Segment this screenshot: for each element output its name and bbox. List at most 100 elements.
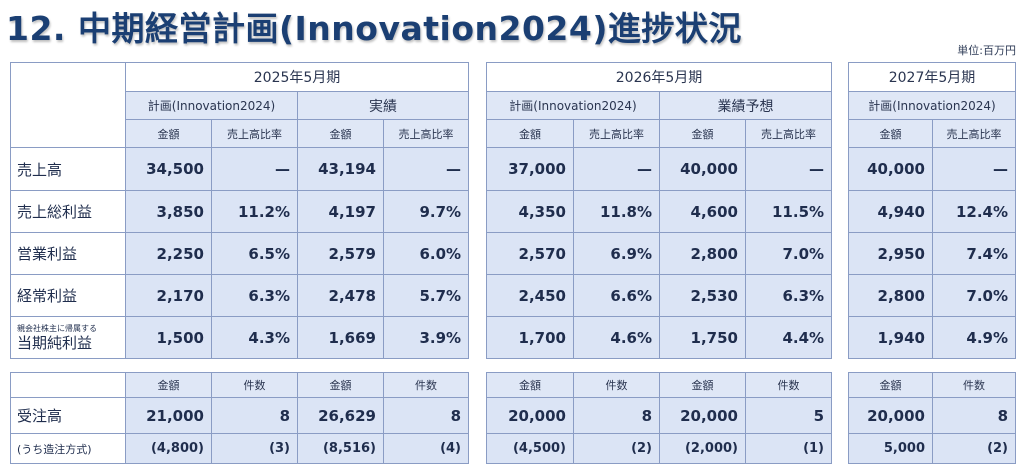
value-cell: 20,000: [848, 397, 933, 434]
corner-cell: [10, 62, 126, 148]
table-row: 2,800 7.0%: [848, 274, 1017, 317]
unit-label: 単位:百万円: [957, 44, 1016, 57]
value-cell: 1,669: [297, 316, 384, 359]
table-row: 2,570 6.9% 2,800 7.0%: [486, 232, 833, 275]
column-header: 金額: [659, 372, 746, 398]
value-cell: 2,450: [486, 274, 574, 317]
column-header: 売上高比率: [573, 119, 660, 148]
value-cell: 2,800: [659, 232, 746, 275]
value-cell: 12.4%: [931, 190, 1017, 233]
row-label: 受注高: [10, 397, 126, 434]
column-header: 件数: [573, 372, 660, 398]
value-cell: 8: [932, 397, 1016, 434]
value-cell: —: [382, 147, 470, 191]
row-label: 営業利益: [10, 232, 126, 275]
corner-cell: [10, 372, 126, 398]
value-cell: 8: [573, 397, 660, 434]
value-cell: 2,530: [659, 274, 746, 317]
row-label: 売上高: [10, 147, 126, 191]
value-cell: 34,500: [125, 147, 212, 191]
table-row: 1,700 4.6% 1,750 4.4%: [486, 316, 833, 359]
row-label: 売上総利益: [10, 190, 126, 233]
value-cell: (8,516): [297, 433, 384, 464]
table-row: 20,000 8: [848, 397, 1016, 434]
table-row: 2,450 6.6% 2,530 6.3%: [486, 274, 833, 317]
value-cell: 20,000: [659, 397, 746, 434]
table-row: 20,000 8 20,000 5: [486, 397, 832, 434]
value-cell: 6.9%: [573, 232, 660, 275]
value-cell: —: [744, 147, 833, 191]
column-header: 件数: [383, 372, 469, 398]
value-cell: 21,000: [125, 397, 212, 434]
column-header: 金額: [125, 119, 212, 148]
value-cell: (2): [573, 433, 660, 464]
column-group-header: 業績予想: [658, 91, 833, 120]
value-cell: 2,950: [848, 232, 933, 275]
value-cell: 5.7%: [382, 274, 470, 317]
value-cell: 1,700: [486, 316, 574, 359]
year-header: 2027年5月期: [847, 62, 1017, 92]
table-row: 4,350 11.8% 4,600 11.5%: [486, 190, 833, 233]
column-header: 金額: [125, 372, 212, 398]
value-cell: 4,350: [486, 190, 574, 233]
pl-table-group1: 2025年5月期 計画(Innovation2024) 実績 金額 売上高比率 …: [10, 62, 470, 359]
column-header: 金額: [848, 119, 933, 148]
table-row: 売上高 34,500 — 43,194 —: [10, 147, 470, 191]
table-row: 4,940 12.4%: [848, 190, 1017, 233]
column-header: 売上高比率: [382, 119, 470, 148]
value-cell: 20,000: [486, 397, 574, 434]
value-cell: 2,570: [486, 232, 574, 275]
value-cell: —: [931, 147, 1017, 191]
value-cell: 40,000: [848, 147, 933, 191]
column-header: 金額: [297, 372, 384, 398]
value-cell: 6.3%: [744, 274, 833, 317]
value-cell: (4): [383, 433, 469, 464]
column-header: 金額: [486, 119, 574, 148]
column-group-header: 計画(Innovation2024): [486, 91, 660, 120]
value-cell: 7.0%: [744, 232, 833, 275]
column-group-header: 実績: [296, 91, 470, 120]
orders-table-group1: 金額 件数 金額 件数 受注高 21,000 8 26,629 8 (うち造注方…: [10, 372, 469, 464]
value-cell: 2,800: [848, 274, 933, 317]
value-cell: 2,478: [297, 274, 384, 317]
pl-table-group3: 2027年5月期 計画(Innovation2024) 金額 売上高比率 40,…: [847, 62, 1017, 359]
column-group-header: 計画(Innovation2024): [125, 91, 298, 120]
table-row: 売上総利益 3,850 11.2% 4,197 9.7%: [10, 190, 470, 233]
value-cell: 11.2%: [211, 190, 298, 233]
value-cell: 43,194: [297, 147, 384, 191]
value-cell: 11.5%: [744, 190, 833, 233]
table-row: 37,000 — 40,000 —: [486, 147, 833, 191]
value-cell: 26,629: [297, 397, 384, 434]
column-header: 売上高比率: [744, 119, 833, 148]
value-cell: 5,000: [848, 433, 933, 464]
value-cell: 37,000: [486, 147, 574, 191]
value-cell: 7.4%: [931, 232, 1017, 275]
column-header: 金額: [848, 372, 933, 398]
value-cell: 2,579: [297, 232, 384, 275]
value-cell: (4,500): [486, 433, 574, 464]
value-cell: 4,940: [848, 190, 933, 233]
table-row: (うち造注方式) (4,800) (3) (8,516) (4): [10, 433, 469, 464]
value-cell: (3): [211, 433, 298, 464]
column-header: 金額: [297, 119, 384, 148]
table-row: 営業利益 2,250 6.5% 2,579 6.0%: [10, 232, 470, 275]
row-label: 親会社株主に帰属する 当期純利益: [10, 316, 126, 359]
value-cell: 3.9%: [382, 316, 470, 359]
value-cell: 1,500: [125, 316, 212, 359]
row-label-prefix: 親会社株主に帰属する: [17, 323, 97, 333]
pl-table-group2: 2026年5月期 計画(Innovation2024) 業績予想 金額 売上高比…: [485, 62, 833, 359]
column-header: 金額: [659, 119, 746, 148]
table-row: 40,000 —: [848, 147, 1017, 191]
value-cell: 6.3%: [211, 274, 298, 317]
row-label: (うち造注方式): [10, 433, 126, 464]
value-cell: 2,170: [125, 274, 212, 317]
column-header: 金額: [486, 372, 574, 398]
value-cell: 4.3%: [211, 316, 298, 359]
table-row: 親会社株主に帰属する 当期純利益 1,500 4.3% 1,669 3.9%: [10, 316, 470, 359]
value-cell: —: [211, 147, 298, 191]
table-row: 2,950 7.4%: [848, 232, 1017, 275]
value-cell: 40,000: [659, 147, 746, 191]
value-cell: 1,750: [659, 316, 746, 359]
column-header: 件数: [932, 372, 1016, 398]
orders-table-group3: 金額 件数 20,000 8 5,000 (2): [848, 372, 1016, 464]
